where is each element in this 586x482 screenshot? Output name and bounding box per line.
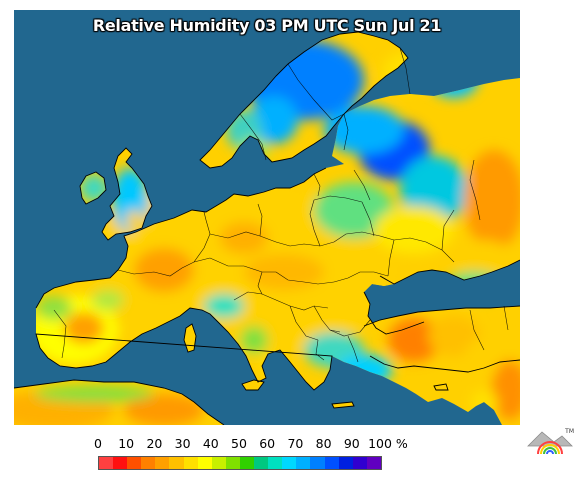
legend-swatch [169, 457, 184, 469]
legend-swatch [127, 457, 142, 469]
legend-swatch [282, 457, 297, 469]
legend-swatch [254, 457, 269, 469]
legend-swatch [197, 457, 212, 469]
legend-swatch [113, 457, 128, 469]
legend-labels: 0 10 20 30 40 50 60 70 80 90 100 % [94, 436, 408, 451]
legend-tick-label: 30 [174, 436, 191, 451]
country-borders [53, 47, 509, 363]
legend-swatch [239, 457, 255, 469]
weather-map: Relative Humidity 03 PM UTC Sun Jul 21 [14, 10, 520, 425]
logo-icon: TM [524, 428, 574, 460]
logo-trademark: TM [565, 428, 574, 435]
legend-swatch [366, 457, 381, 469]
legend-swatch [211, 457, 226, 469]
legend-tick-label: 20 [146, 436, 163, 451]
legend-swatch [324, 457, 339, 469]
humidity-map-svg [14, 10, 520, 425]
legend-swatch [338, 457, 353, 469]
legend-swatch [296, 457, 311, 469]
legend-tick-label: 90 [343, 436, 360, 451]
legend-swatch [268, 457, 283, 469]
legend-tick-label: 50 [231, 436, 247, 451]
coastlines [14, 31, 520, 425]
legend-tick-label: 100 % [368, 436, 408, 451]
legend-swatch [352, 457, 367, 469]
logo-icon-graphic [527, 431, 573, 455]
legend-tick-label: 70 [287, 436, 304, 451]
legend-tick-label: 40 [202, 436, 219, 451]
legend-tick-label: 60 [259, 436, 276, 451]
legend-color-bar [98, 456, 382, 470]
legend-swatch [155, 457, 170, 469]
legend-swatch [99, 457, 114, 469]
legend-swatch [183, 457, 198, 469]
map-title: Relative Humidity 03 PM UTC Sun Jul 21 [92, 16, 442, 35]
legend-swatch [141, 457, 156, 469]
legend-tick-label: 10 [118, 436, 135, 451]
legend-swatch [310, 457, 325, 469]
legend-tick-label: 80 [315, 436, 332, 451]
legend-swatch [225, 457, 240, 469]
humidity-legend: 0 10 20 30 40 50 60 70 80 90 100 % [94, 436, 408, 474]
legend-tick-label: 0 [94, 436, 102, 451]
